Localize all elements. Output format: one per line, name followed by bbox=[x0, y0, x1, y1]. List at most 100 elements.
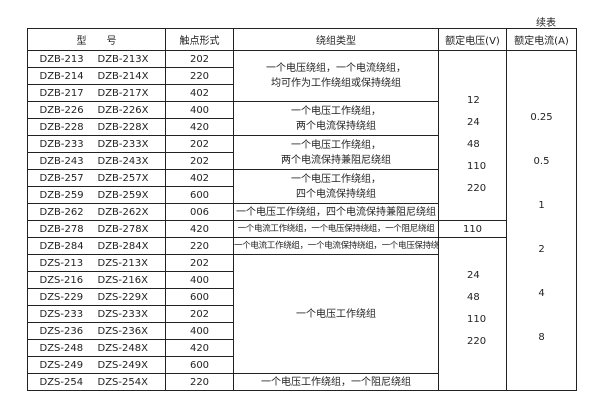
contact-cell: 400 bbox=[165, 271, 234, 289]
contact-cell: 202 bbox=[165, 152, 234, 170]
model-code: DZS-229 bbox=[39, 291, 84, 303]
model-cell: DZB-228 DZB-228X bbox=[27, 118, 166, 136]
model-code-x: DZB-259X bbox=[97, 189, 149, 201]
model-code: DZB-243 bbox=[39, 155, 84, 167]
winding-type-cell: 一个电压工作绕组 bbox=[233, 254, 439, 374]
model-code: DZS-216 bbox=[39, 274, 84, 286]
table-row: DZB-257 DZB-257X 402 一个电压工作绕组， 四个电流保持绕组 bbox=[27, 169, 577, 204]
winding-type-line: 一个电压工作绕组，四个电流保持兼阻尼绕组 bbox=[236, 206, 436, 218]
voltage-value: 110 bbox=[467, 161, 487, 172]
voltage-value: 24 bbox=[467, 270, 480, 281]
model-code: DZB-226 bbox=[39, 104, 84, 116]
current-value: 2 bbox=[538, 244, 545, 255]
contact-cell: 600 bbox=[165, 186, 234, 204]
winding-type-line: 一个电压绕组，一个电流绕组， bbox=[266, 63, 406, 74]
model-code: DZS-233 bbox=[39, 308, 84, 320]
voltage-value: 220 bbox=[467, 183, 487, 194]
winding-type-line: 一个电压工作绕组， bbox=[291, 139, 381, 151]
contact-cell: 600 bbox=[165, 288, 234, 306]
model-cell: DZB-259 DZB-259X bbox=[27, 186, 166, 204]
table-row: DZB-278 DZB-278X 420 一个电流工作绕组，一个电压保持绕组，一个阻尼… bbox=[27, 220, 577, 238]
model-cell: DZB-213 DZB-213X bbox=[27, 50, 166, 68]
table-row: DZB-284 DZB-284X 220 一个电流工作绕组，一个电流保持绕组，一个电压… bbox=[27, 237, 577, 391]
model-code: DZS-249 bbox=[39, 359, 84, 371]
current-value: 4 bbox=[538, 288, 545, 299]
voltage-value: 24 bbox=[467, 117, 480, 128]
model-code: DZB-259 bbox=[39, 189, 84, 201]
voltage-value: 12 bbox=[467, 95, 480, 106]
model-code: DZB-262 bbox=[39, 206, 84, 218]
current-value: 8 bbox=[538, 332, 545, 343]
header-contact: 触点形式 bbox=[165, 28, 234, 51]
model-cell: DZS-236 DZS-236X bbox=[27, 322, 166, 340]
header-row: 型 号 触点形式 绕组类型 额定电压(V) 额定电流(A) bbox=[27, 28, 577, 51]
model-cell: DZS-254 DZS-254X bbox=[27, 373, 166, 391]
winding-type-cell: 一个电流工作绕组，一个电压保持绕组，一个阻尼绕组 bbox=[233, 220, 439, 238]
model-code: DZB-257 bbox=[39, 172, 84, 184]
model-cell: DZB-284 DZB-284X bbox=[27, 237, 166, 255]
voltage-value: 110 bbox=[467, 314, 487, 325]
winding-type-cell: 一个电流工作绕组，一个电流保持绕组，一个电压保持绕组 bbox=[233, 237, 439, 255]
contact-cell: 420 bbox=[165, 118, 234, 136]
winding-type-cell: 一个电压工作绕组，四个电流保持兼阻尼绕组 bbox=[233, 203, 439, 221]
model-cell: DZB-257 DZB-257X bbox=[27, 169, 166, 187]
voltage-value: 48 bbox=[467, 292, 480, 303]
model-cell: DZS-249 DZS-249X bbox=[27, 356, 166, 374]
current-value: 1 bbox=[538, 200, 545, 211]
current-cell: 0.25 0.5 1 2 4 8 bbox=[506, 50, 577, 391]
contact-cell: 202 bbox=[165, 305, 234, 323]
model-code-x: DZS-254X bbox=[97, 376, 148, 388]
model-code: DZB-228 bbox=[39, 121, 84, 133]
model-code: DZS-213 bbox=[39, 257, 84, 269]
model-code-x: DZB-226X bbox=[97, 104, 149, 116]
model-code-x: DZB-262X bbox=[97, 206, 149, 218]
model-code-x: DZB-214X bbox=[97, 70, 149, 82]
model-cell: DZS-216 DZS-216X bbox=[27, 271, 166, 289]
relay-spec-table: 型 号 触点形式 绕组类型 额定电压(V) 额定电流(A) DZB-213 DZB… bbox=[27, 28, 577, 391]
winding-type-line: 一个电压工作绕组， bbox=[291, 173, 381, 185]
contact-cell: 400 bbox=[165, 101, 234, 119]
table-row: DZS-233 DZS-233X 202 bbox=[27, 305, 577, 323]
winding-type-line: 一个电压工作绕组 bbox=[296, 308, 376, 320]
table-row: DZS-236 DZS-236X 400 bbox=[27, 322, 577, 340]
winding-type-cell: 一个电压工作绕组，一个阻尼绕组 bbox=[233, 373, 439, 391]
model-code: DZB-233 bbox=[39, 138, 84, 150]
contact-cell: 402 bbox=[165, 84, 234, 102]
winding-type-line: 两个电流保持绕组 bbox=[296, 120, 376, 132]
table-row: DZB-213 DZB-213X 202 一个电压绕组，一个电流绕组， 均可作为工作绕组… bbox=[27, 50, 577, 391]
model-code: DZB-217 bbox=[39, 87, 84, 99]
model-code: DZS-254 bbox=[39, 376, 84, 388]
header-voltage: 额定电压(V) bbox=[438, 28, 507, 51]
winding-type-line: 四个电流保持绕组 bbox=[296, 188, 376, 200]
model-code: DZB-214 bbox=[39, 70, 84, 82]
model-code-x: DZS-233X bbox=[97, 308, 148, 320]
header-winding: 绕组类型 bbox=[233, 28, 439, 51]
header-model: 型 号 bbox=[27, 28, 166, 51]
model-code-x: DZB-284X bbox=[97, 240, 149, 252]
model-code: DZB-284 bbox=[39, 240, 84, 252]
model-cell: DZB-262 DZB-262X bbox=[27, 203, 166, 221]
winding-type-line: 一个电流工作绕组，一个电流保持绕组，一个电压保持绕组 bbox=[234, 240, 439, 251]
model-cell: DZB-214 DZB-214X bbox=[27, 67, 166, 85]
model-code-x: DZB-243X bbox=[97, 155, 149, 167]
model-cell: DZB-278 DZB-278X bbox=[27, 220, 166, 238]
model-cell: DZB-226 DZB-226X bbox=[27, 101, 166, 119]
winding-type-line: 一个电流工作绕组，一个电压保持绕组，一个阻尼绕组 bbox=[237, 223, 435, 234]
model-cell: DZB-217 DZB-217X bbox=[27, 84, 166, 102]
model-code-x: DZS-213X bbox=[97, 257, 148, 269]
model-code-x: DZS-248X bbox=[97, 342, 148, 354]
contact-cell: 402 bbox=[165, 169, 234, 187]
table-row: DZS-216 DZS-216X 400 bbox=[27, 271, 577, 289]
model-code: DZB-213 bbox=[39, 53, 84, 65]
contact-cell: 220 bbox=[165, 67, 234, 85]
model-code: DZS-248 bbox=[39, 342, 84, 354]
continued-label: 续表 bbox=[536, 18, 556, 29]
table-row: DZS-213 DZS-213X 202 一个电压工作绕组 bbox=[27, 254, 577, 374]
model-code-x: DZB-217X bbox=[97, 87, 149, 99]
model-code-x: DZB-278X bbox=[97, 223, 149, 235]
contact-cell: 400 bbox=[165, 322, 234, 340]
model-code: DZS-236 bbox=[39, 325, 84, 337]
table-row: DZS-248 DZS-248X 420 bbox=[27, 339, 577, 357]
winding-type-line: 均可作为工作绕组或保持绕组 bbox=[271, 78, 401, 89]
contact-cell: 220 bbox=[165, 373, 234, 391]
